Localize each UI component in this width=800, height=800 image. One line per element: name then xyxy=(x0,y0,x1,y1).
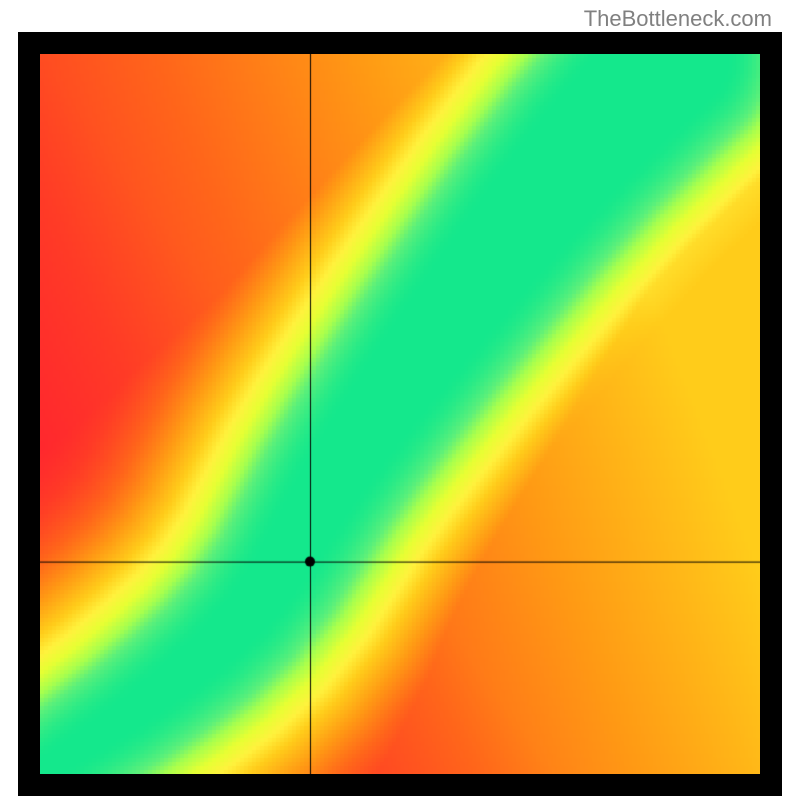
watermark-label: TheBottleneck.com xyxy=(584,6,772,32)
bottleneck-heatmap xyxy=(40,54,760,774)
